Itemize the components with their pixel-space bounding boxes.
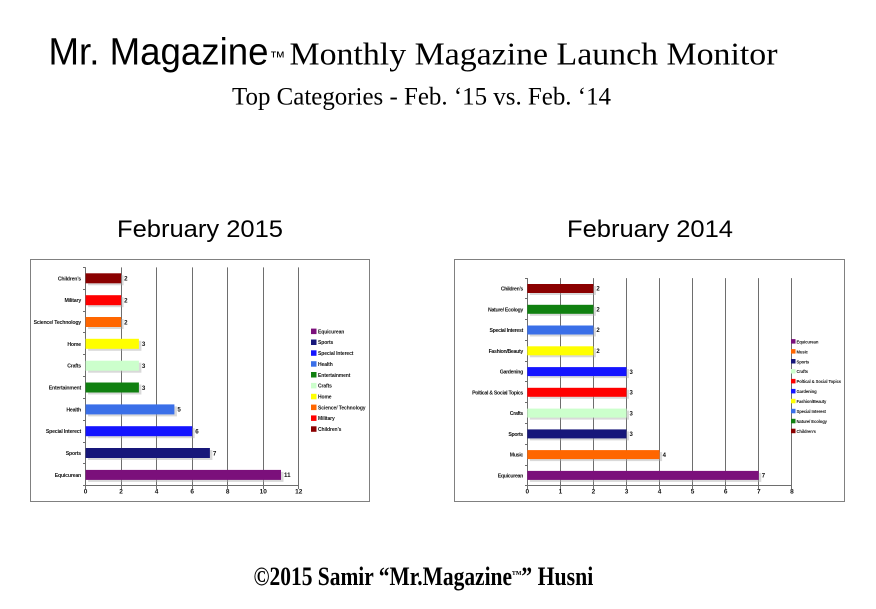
svg-text:Mr. Magazine: Mr. Magazine bbox=[49, 32, 269, 74]
svg-text:Sports: Sports bbox=[797, 359, 810, 364]
svg-text:Science/ Technology: Science/ Technology bbox=[34, 320, 82, 326]
svg-text:5: 5 bbox=[177, 407, 181, 414]
svg-text:Children’s: Children’s bbox=[797, 429, 817, 434]
svg-text:Health: Health bbox=[318, 362, 333, 368]
svg-text:Home: Home bbox=[67, 342, 81, 348]
svg-text:Equicurean: Equicurean bbox=[797, 339, 819, 344]
svg-text:0: 0 bbox=[84, 488, 88, 495]
svg-text:Gardening: Gardening bbox=[500, 370, 523, 376]
svg-text:7: 7 bbox=[757, 488, 761, 495]
svg-text:Children’s: Children’s bbox=[58, 276, 81, 282]
svg-text:4: 4 bbox=[155, 488, 159, 495]
svg-text:Sports: Sports bbox=[508, 432, 523, 438]
svg-text:2: 2 bbox=[596, 308, 600, 314]
svg-text:Fashion/Beauty: Fashion/Beauty bbox=[489, 349, 524, 355]
svg-text:Entertainment: Entertainment bbox=[318, 373, 351, 379]
svg-text:6: 6 bbox=[195, 429, 199, 436]
svg-text:Crafts: Crafts bbox=[510, 411, 524, 417]
svg-text:Sports: Sports bbox=[66, 451, 82, 457]
svg-text:Fashion/Beauty: Fashion/Beauty bbox=[797, 399, 828, 404]
svg-text:2: 2 bbox=[124, 298, 128, 305]
svg-text:2: 2 bbox=[596, 328, 600, 334]
svg-text:6: 6 bbox=[724, 488, 728, 495]
svg-text:2: 2 bbox=[596, 349, 600, 355]
svg-text:2: 2 bbox=[592, 488, 596, 495]
svg-text:1: 1 bbox=[559, 488, 563, 495]
svg-text:Special Interest: Special Interest bbox=[797, 409, 827, 414]
svg-text:0: 0 bbox=[525, 488, 529, 495]
svg-text:Monthly Magazine Launch Monito: Monthly Magazine Launch Monitor bbox=[290, 36, 778, 72]
svg-text:Equicurean: Equicurean bbox=[498, 473, 523, 479]
svg-text:Children’s: Children’s bbox=[318, 427, 342, 433]
svg-text:Sports: Sports bbox=[318, 340, 334, 346]
svg-text:3: 3 bbox=[630, 411, 634, 417]
svg-text:6: 6 bbox=[190, 488, 194, 495]
svg-text:Children’s: Children’s bbox=[501, 287, 524, 293]
svg-text:2: 2 bbox=[124, 276, 128, 283]
svg-text:10: 10 bbox=[260, 488, 268, 495]
svg-text:8: 8 bbox=[226, 488, 230, 495]
svg-text:February 2014: February 2014 bbox=[567, 216, 733, 243]
svg-text:™: ™ bbox=[512, 570, 522, 581]
svg-text:3: 3 bbox=[142, 363, 146, 370]
svg-text:Crafts: Crafts bbox=[797, 369, 809, 374]
svg-text:Nature/ Ecology: Nature/ Ecology bbox=[488, 307, 523, 313]
svg-text:Health: Health bbox=[66, 407, 81, 413]
svg-text:Music: Music bbox=[797, 349, 809, 354]
svg-text:Equicurean: Equicurean bbox=[55, 473, 81, 479]
svg-text:5: 5 bbox=[691, 488, 695, 495]
svg-text:Special Interest: Special Interest bbox=[489, 328, 523, 334]
svg-text:Special Interect: Special Interect bbox=[46, 429, 82, 435]
svg-text:Entertainment: Entertainment bbox=[49, 386, 82, 392]
svg-text:7: 7 bbox=[213, 450, 217, 457]
svg-text:2: 2 bbox=[596, 287, 600, 293]
svg-text:Nature/ Ecology: Nature/ Ecology bbox=[797, 419, 828, 424]
svg-text:11: 11 bbox=[284, 472, 291, 479]
svg-text:Crafts: Crafts bbox=[318, 384, 332, 390]
svg-text:7: 7 bbox=[762, 474, 766, 480]
svg-text:3: 3 bbox=[630, 391, 634, 397]
svg-text:3: 3 bbox=[630, 432, 634, 438]
svg-text:4: 4 bbox=[658, 488, 662, 495]
svg-text:Top Categories - Feb. ‘15 vs.: Top Categories - Feb. ‘15 vs. Feb. ‘14 bbox=[232, 84, 611, 111]
svg-text:Crafts: Crafts bbox=[67, 364, 81, 370]
svg-text:12: 12 bbox=[295, 488, 303, 495]
svg-text:3: 3 bbox=[630, 370, 634, 376]
svg-text:2: 2 bbox=[119, 488, 123, 495]
svg-text:Poltical & Social Topics: Poltical & Social Topics bbox=[797, 379, 842, 384]
svg-text:2: 2 bbox=[124, 319, 128, 326]
svg-text:Special Interect: Special Interect bbox=[318, 351, 354, 357]
svg-text:4: 4 bbox=[663, 453, 667, 459]
svg-text:Gardening: Gardening bbox=[797, 389, 818, 394]
svg-text:Home: Home bbox=[318, 395, 332, 401]
svg-text:Science/ Technology: Science/ Technology bbox=[318, 405, 366, 411]
svg-text:February 2015: February 2015 bbox=[117, 216, 283, 243]
svg-text:Military: Military bbox=[318, 416, 335, 422]
svg-text:8: 8 bbox=[790, 488, 794, 495]
svg-text:3: 3 bbox=[625, 488, 629, 495]
svg-text:3: 3 bbox=[142, 385, 146, 392]
svg-text:Music: Music bbox=[510, 453, 524, 459]
svg-text:™: ™ bbox=[270, 50, 286, 67]
svg-text:3: 3 bbox=[142, 341, 146, 348]
svg-text:©2015 Samir “Mr.Magazine: ©2015 Samir “Mr.Magazine bbox=[254, 562, 513, 591]
svg-text:Equicurean: Equicurean bbox=[318, 329, 344, 335]
svg-text:Poltical & Social Topics: Poltical & Social Topics bbox=[472, 390, 523, 396]
svg-text:Military: Military bbox=[64, 298, 81, 304]
svg-text:” Husni: ” Husni bbox=[521, 562, 593, 591]
